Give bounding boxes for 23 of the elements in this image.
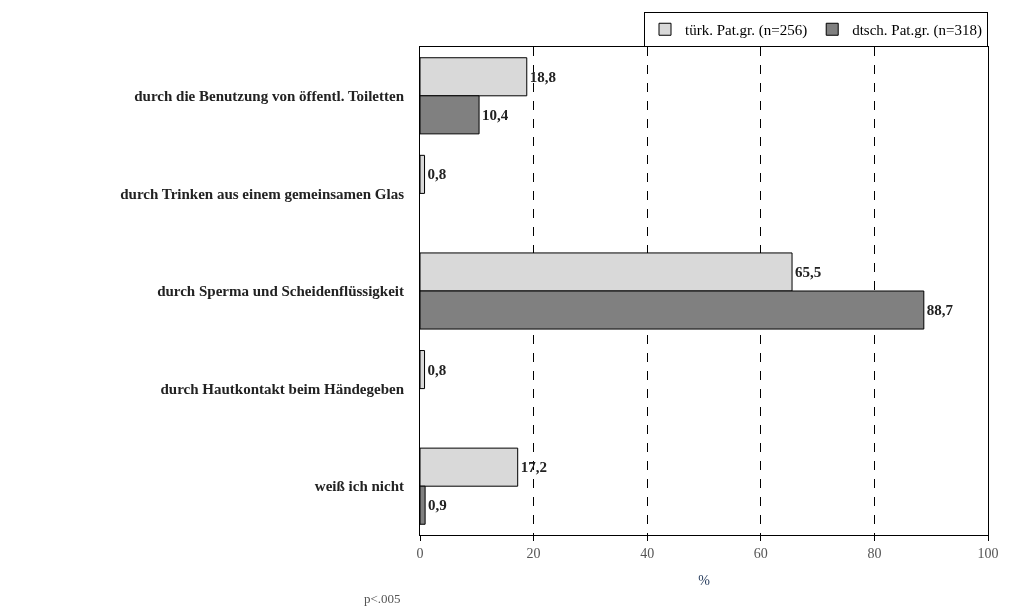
- x-tick-label: 40: [640, 545, 655, 561]
- y-tick-label: weiß ich nicht: [314, 478, 404, 495]
- y-tick-label: durch die Benutzung von öffentl. Toiletten: [134, 88, 405, 105]
- y-tick-label: durch Sperma und Scheidenflüssigkeit: [157, 283, 404, 300]
- x-tick-label: 100: [977, 545, 999, 561]
- data-label: 65,5: [795, 263, 822, 280]
- x-tick-label: 20: [526, 545, 541, 561]
- data-label: 10,4: [482, 106, 509, 123]
- data-label: 0,9: [428, 497, 447, 514]
- data-label: 88,7: [926, 302, 954, 319]
- x-axis-title: %: [698, 573, 711, 589]
- data-label: 0,8: [427, 166, 447, 183]
- x-tick-label: 80: [867, 545, 882, 561]
- x-tick-label: 0: [416, 545, 424, 561]
- data-label: 17,2: [520, 459, 547, 476]
- text: p<.005: [364, 591, 401, 606]
- x-tick-label: 60: [753, 545, 768, 561]
- data-label: 0,8: [427, 361, 447, 378]
- legend-label: türk. Pat.gr. (n=256): [685, 22, 808, 40]
- legend-label: dtsch. Pat.gr. (n=318): [852, 22, 982, 40]
- y-tick-label: durch Trinken aus einem gemeinsamen Glas: [120, 185, 405, 202]
- data-label: 18,8: [529, 68, 557, 85]
- y-tick-label: durch Hautkontakt beim Händegeben: [160, 380, 405, 397]
